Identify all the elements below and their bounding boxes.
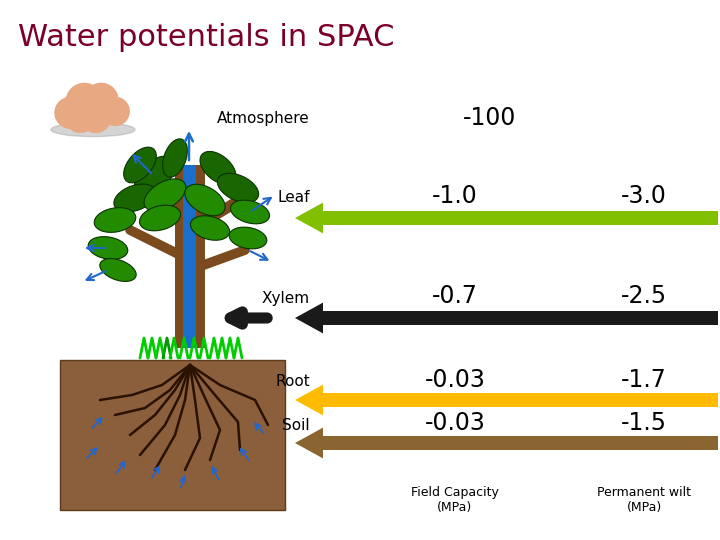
Text: -100: -100	[463, 106, 517, 130]
Polygon shape	[323, 311, 718, 325]
Polygon shape	[295, 202, 323, 233]
Polygon shape	[175, 165, 205, 348]
Ellipse shape	[89, 237, 127, 259]
Text: -0.03: -0.03	[425, 411, 485, 435]
Ellipse shape	[140, 205, 181, 231]
Text: -1.5: -1.5	[621, 411, 667, 435]
Ellipse shape	[185, 184, 225, 216]
Text: Field Capacity
(MPa): Field Capacity (MPa)	[411, 486, 499, 514]
Polygon shape	[295, 302, 323, 333]
Polygon shape	[323, 393, 718, 407]
Polygon shape	[323, 436, 718, 450]
Ellipse shape	[217, 173, 258, 202]
Circle shape	[102, 97, 129, 125]
Text: Soil: Soil	[282, 417, 310, 433]
Text: Atmosphere: Atmosphere	[217, 111, 310, 125]
Circle shape	[80, 102, 111, 132]
Circle shape	[66, 104, 94, 132]
Polygon shape	[60, 360, 285, 510]
Text: Permanent wilt
(MPa): Permanent wilt (MPa)	[597, 486, 691, 514]
Text: Root: Root	[275, 375, 310, 389]
Text: -3.0: -3.0	[621, 184, 667, 208]
Ellipse shape	[94, 208, 136, 232]
Text: -0.7: -0.7	[432, 284, 478, 308]
Polygon shape	[323, 211, 718, 225]
Ellipse shape	[229, 227, 267, 249]
Text: -2.5: -2.5	[621, 284, 667, 308]
Ellipse shape	[163, 139, 187, 177]
Circle shape	[66, 83, 103, 120]
Ellipse shape	[135, 156, 176, 194]
Polygon shape	[295, 384, 323, 415]
Text: Xylem: Xylem	[262, 291, 310, 306]
Ellipse shape	[100, 259, 136, 281]
Text: Water potentials in SPAC: Water potentials in SPAC	[18, 24, 395, 52]
Ellipse shape	[191, 216, 230, 240]
Text: -0.03: -0.03	[425, 368, 485, 392]
Polygon shape	[295, 428, 323, 458]
Circle shape	[84, 83, 118, 117]
Text: Leaf: Leaf	[277, 191, 310, 206]
Ellipse shape	[124, 147, 156, 183]
Circle shape	[55, 97, 86, 128]
Text: -1.0: -1.0	[432, 184, 478, 208]
Text: -1.7: -1.7	[621, 368, 667, 392]
Ellipse shape	[51, 123, 135, 137]
Ellipse shape	[144, 179, 186, 211]
Ellipse shape	[200, 151, 236, 185]
Polygon shape	[183, 165, 196, 348]
Ellipse shape	[230, 200, 269, 224]
Ellipse shape	[114, 184, 156, 212]
